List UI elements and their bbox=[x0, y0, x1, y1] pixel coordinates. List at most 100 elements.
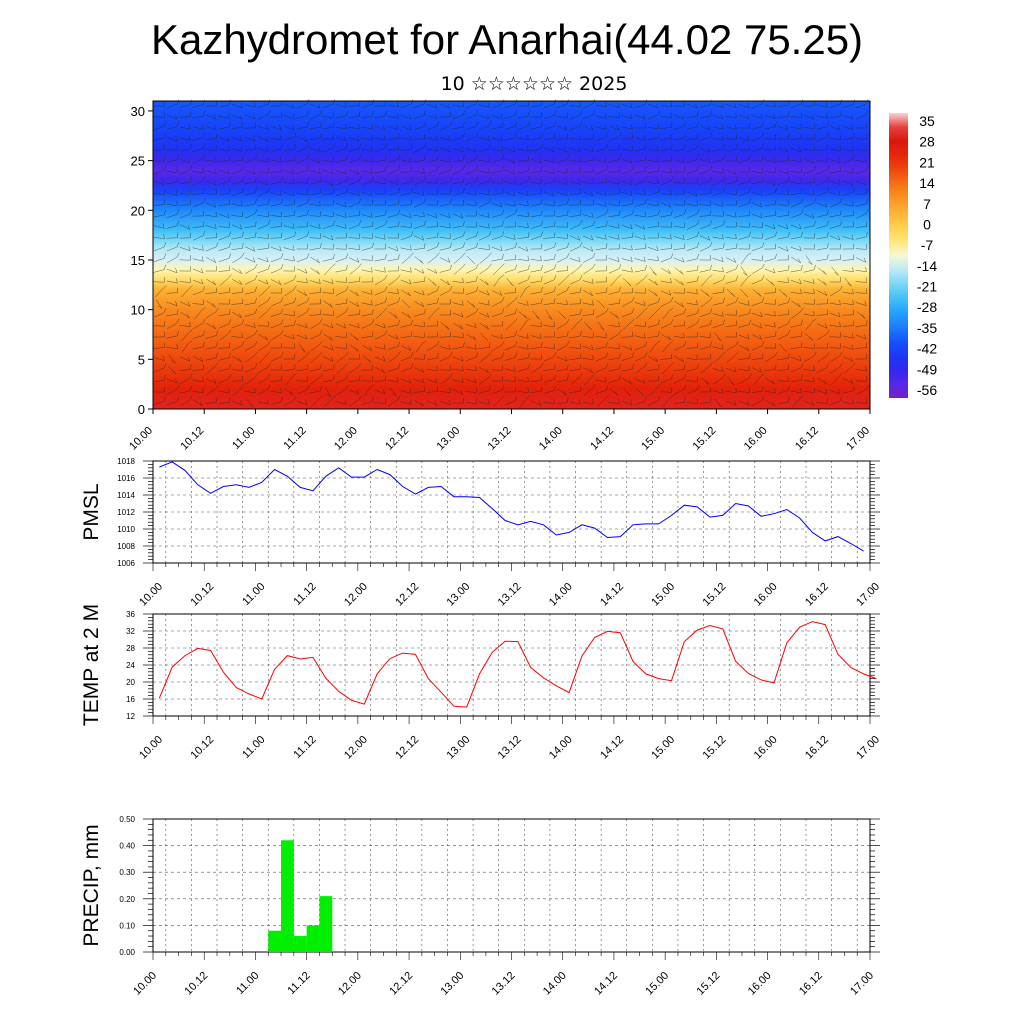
x-tick-label: 15.00 bbox=[639, 425, 667, 453]
y-tick-label: 0.50 bbox=[119, 815, 135, 824]
panel-frame bbox=[152, 613, 871, 717]
precip-bar bbox=[268, 930, 282, 952]
x-tick-label: 15.00 bbox=[649, 734, 677, 762]
y-tick-label: 1006 bbox=[117, 559, 135, 568]
x-tick-label: 15.00 bbox=[649, 581, 677, 609]
y-tick-label: 25 bbox=[131, 154, 145, 169]
x-tick-label: 14.12 bbox=[598, 734, 626, 762]
chart-title: Kazhydromet for Anarhai(44.02 75.25) bbox=[150, 16, 864, 63]
y-tick-label: 30 bbox=[131, 104, 145, 119]
x-tick-label: 11.12 bbox=[285, 970, 312, 997]
y-tick-label: 0.10 bbox=[119, 921, 135, 930]
y-tick-label: 36 bbox=[126, 610, 135, 619]
x-tick-label: 17.00 bbox=[854, 581, 882, 609]
x-tick-label: 11.00 bbox=[240, 581, 267, 608]
colorbar-label: -56 bbox=[917, 382, 937, 398]
x-tick-label: 17.00 bbox=[854, 734, 882, 762]
x-tick-label: 13.12 bbox=[496, 734, 524, 762]
x-tick-label: 12.12 bbox=[387, 970, 415, 998]
y-tick-label: 1016 bbox=[117, 474, 135, 483]
x-tick-label: 12.00 bbox=[342, 734, 370, 762]
x-tick-label: 14.00 bbox=[537, 425, 565, 453]
pmsl-panel bbox=[143, 460, 880, 571]
x-tick-label: 13.00 bbox=[438, 970, 466, 998]
x-tick-label: 13.12 bbox=[496, 581, 524, 609]
y-axis-label: TEMP at 2 M bbox=[80, 604, 103, 726]
colorbar-label: 21 bbox=[919, 154, 935, 170]
x-tick-label: 14.12 bbox=[598, 581, 626, 609]
chart-subtitle: 10 ☆☆☆☆☆☆ 2025 bbox=[440, 73, 628, 95]
y-tick-label: 0.00 bbox=[119, 948, 135, 957]
x-tick-label: 10.00 bbox=[137, 734, 165, 762]
colorbar-label: -28 bbox=[917, 299, 937, 315]
colorbar-label: -35 bbox=[917, 320, 937, 336]
x-tick-label: 10.12 bbox=[188, 581, 216, 609]
y-tick-label: 32 bbox=[126, 627, 135, 636]
x-tick-label: 10.12 bbox=[188, 734, 216, 762]
y-tick-label: 1014 bbox=[117, 491, 135, 500]
pmsl-line bbox=[159, 461, 864, 552]
y-tick-label: 0 bbox=[138, 402, 145, 417]
x-tick-label: 12.00 bbox=[342, 581, 370, 609]
x-tick-label: 11.00 bbox=[230, 425, 257, 452]
x-tick-label: 13.12 bbox=[490, 970, 518, 998]
y-tick-label: 20 bbox=[126, 678, 135, 687]
y-tick-label: 0.40 bbox=[119, 842, 135, 851]
x-tick-label: 15.12 bbox=[701, 734, 729, 762]
colorbar-label: 14 bbox=[919, 175, 935, 191]
y-tick-label: 12 bbox=[126, 712, 135, 721]
x-tick-label: 14.12 bbox=[588, 425, 616, 453]
x-tick-label: 12.12 bbox=[393, 581, 421, 609]
y-tick-label: 1012 bbox=[117, 508, 135, 517]
x-tick-label: 12.00 bbox=[332, 425, 360, 453]
colorbar-label: -21 bbox=[917, 279, 937, 295]
temp-line bbox=[158, 621, 877, 708]
x-tick-label: 11.12 bbox=[291, 581, 318, 608]
x-tick-label: 15.12 bbox=[701, 581, 729, 609]
x-tick-label: 16.00 bbox=[752, 734, 780, 762]
x-tick-label: 16.12 bbox=[803, 734, 831, 762]
y-axis-label: PRECIP, mm bbox=[80, 824, 103, 946]
y-tick-label: 16 bbox=[126, 695, 135, 704]
y-tick-label: 24 bbox=[126, 661, 135, 670]
x-tick-label: 16.12 bbox=[797, 970, 825, 998]
y-tick-label: 28 bbox=[126, 644, 135, 653]
x-tick-label: 16.00 bbox=[752, 581, 780, 609]
colorbar-label: 35 bbox=[919, 113, 935, 129]
x-tick-label: 15.00 bbox=[643, 970, 671, 998]
y-tick-label: 1010 bbox=[117, 525, 135, 534]
x-tick-label: 12.12 bbox=[393, 734, 421, 762]
colorbar bbox=[889, 113, 908, 398]
y-axis-label: PMSL bbox=[80, 483, 103, 540]
x-tick-label: 14.00 bbox=[547, 734, 575, 762]
colorbar-label: -42 bbox=[917, 341, 937, 357]
colorbar-label: -14 bbox=[917, 258, 937, 274]
panel-frame bbox=[152, 818, 871, 953]
precip-panel bbox=[143, 818, 880, 960]
colorbar-label: 0 bbox=[923, 216, 931, 232]
x-tick-label: 12.12 bbox=[383, 425, 411, 453]
precip-bar bbox=[281, 840, 294, 952]
x-tick-label: 16.00 bbox=[746, 970, 774, 998]
temp-panel bbox=[143, 613, 880, 724]
y-tick-label: 20 bbox=[131, 203, 145, 218]
precip-bar bbox=[293, 936, 307, 952]
x-tick-label: 13.00 bbox=[444, 581, 472, 609]
x-tick-label: 16.12 bbox=[793, 425, 821, 453]
x-tick-label: 14.00 bbox=[547, 581, 575, 609]
x-tick-label: 10.12 bbox=[182, 970, 210, 998]
precip-bar bbox=[319, 896, 333, 952]
y-tick-label: 15 bbox=[131, 253, 145, 268]
x-tick-label: 13.00 bbox=[434, 425, 462, 453]
y-tick-label: 1008 bbox=[117, 542, 135, 551]
x-tick-label: 11.00 bbox=[240, 734, 267, 761]
x-tick-label: 14.00 bbox=[541, 970, 569, 998]
colorbar-label: 28 bbox=[919, 134, 935, 150]
y-tick-label: 0.20 bbox=[119, 895, 135, 904]
wind-barbs bbox=[153, 99, 869, 408]
x-tick-label: 10.00 bbox=[127, 425, 155, 453]
x-tick-label: 16.12 bbox=[803, 581, 831, 609]
y-tick-label: 5 bbox=[138, 352, 145, 367]
x-tick-label: 17.00 bbox=[844, 425, 872, 453]
